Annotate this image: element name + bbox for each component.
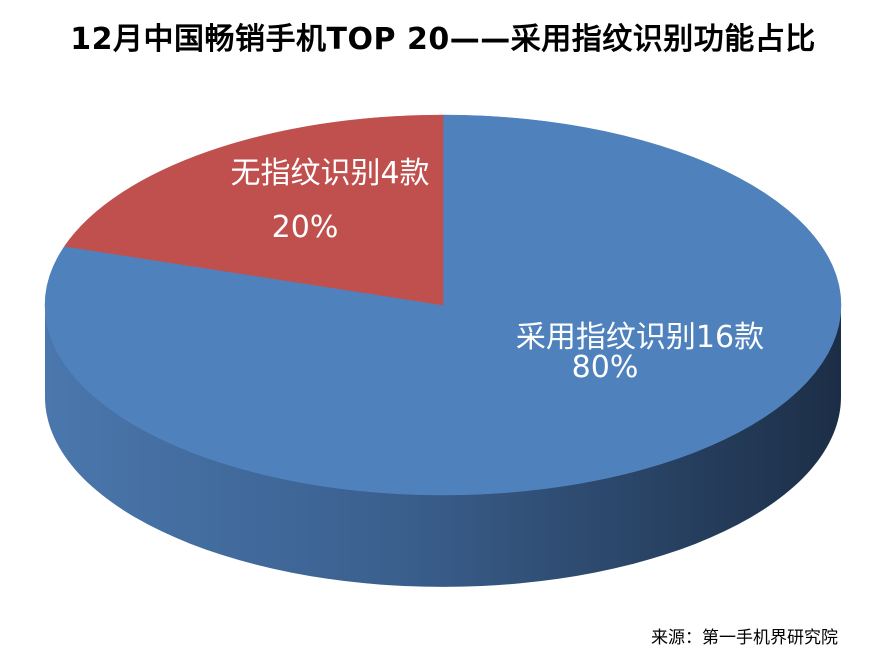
- slice-percent-no-fingerprint: 20%: [271, 210, 339, 245]
- slice-label-fingerprint: 采用指纹识别16款: [515, 320, 765, 355]
- source-note: 来源：第一手机界研究院: [651, 628, 838, 648]
- pie-slice-1: [64, 114, 444, 306]
- slice-label-no-fingerprint: 无指纹识别4款: [230, 156, 430, 191]
- chart-title: 12月中国畅销手机TOP 20——采用指纹识别功能占比: [70, 22, 816, 57]
- slice-percent-fingerprint: 80%: [571, 350, 639, 385]
- pie-side-wall: [45, 305, 841, 587]
